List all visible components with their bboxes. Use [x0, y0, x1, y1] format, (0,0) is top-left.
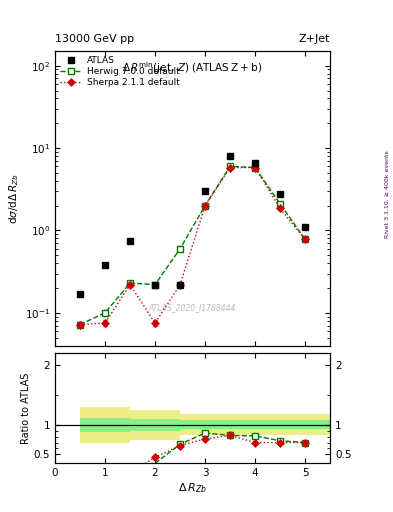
Herwig 7.0.0 default: [178, 246, 182, 252]
Text: ATLAS_2020_I1788444: ATLAS_2020_I1788444: [149, 303, 236, 312]
Herwig 7.0.0 default: [128, 280, 132, 286]
Herwig 7.0.0 default: [203, 203, 208, 209]
ATLAS: [228, 153, 232, 159]
ATLAS: [303, 224, 307, 230]
Line: Sherpa 2.1.1 default: Sherpa 2.1.1 default: [77, 165, 308, 327]
ATLAS: [128, 238, 132, 244]
Sherpa 2.1.1 default: [203, 203, 208, 209]
Herwig 7.0.0 default: [253, 164, 257, 170]
Line: ATLAS: ATLAS: [77, 153, 309, 297]
Sherpa 2.1.1 default: [103, 320, 107, 326]
Sherpa 2.1.1 default: [178, 282, 182, 288]
Y-axis label: $\mathrm{d}\sigma/\mathrm{d}\Delta\,R_{Zb}$: $\mathrm{d}\sigma/\mathrm{d}\Delta\,R_{Z…: [7, 173, 20, 224]
Herwig 7.0.0 default: [153, 282, 158, 288]
ATLAS: [103, 262, 107, 268]
ATLAS: [153, 282, 158, 288]
ATLAS: [203, 188, 208, 194]
Text: Rivet 3.1.10, ≥ 400k events: Rivet 3.1.10, ≥ 400k events: [385, 151, 389, 239]
Sherpa 2.1.1 default: [78, 322, 83, 328]
Text: 13000 GeV pp: 13000 GeV pp: [55, 34, 134, 44]
Sherpa 2.1.1 default: [153, 320, 158, 326]
Sherpa 2.1.1 default: [128, 282, 132, 288]
Sherpa 2.1.1 default: [253, 164, 257, 170]
ATLAS: [253, 160, 257, 166]
Legend: ATLAS, Herwig 7.0.0 default, Sherpa 2.1.1 default: ATLAS, Herwig 7.0.0 default, Sherpa 2.1.…: [58, 54, 181, 89]
Herwig 7.0.0 default: [303, 236, 307, 242]
Herwig 7.0.0 default: [228, 163, 232, 169]
ATLAS: [278, 190, 283, 197]
Line: Herwig 7.0.0 default: Herwig 7.0.0 default: [77, 163, 309, 328]
Herwig 7.0.0 default: [103, 310, 107, 316]
X-axis label: $\Delta\,R_{Zb}$: $\Delta\,R_{Zb}$: [178, 481, 207, 495]
Y-axis label: Ratio to ATLAS: Ratio to ATLAS: [21, 373, 31, 444]
Sherpa 2.1.1 default: [303, 236, 307, 242]
Herwig 7.0.0 default: [278, 201, 283, 207]
ATLAS: [78, 291, 83, 297]
Herwig 7.0.0 default: [78, 322, 83, 328]
Text: $\Delta\,R^{\mathrm{min}}(\mathrm{jet},\,Z)\;(\mathrm{ATLAS\;Z+b})$: $\Delta\,R^{\mathrm{min}}(\mathrm{jet},\…: [122, 60, 263, 76]
Sherpa 2.1.1 default: [278, 205, 283, 211]
ATLAS: [178, 282, 182, 288]
Text: Z+Jet: Z+Jet: [299, 34, 330, 44]
Sherpa 2.1.1 default: [228, 164, 232, 170]
